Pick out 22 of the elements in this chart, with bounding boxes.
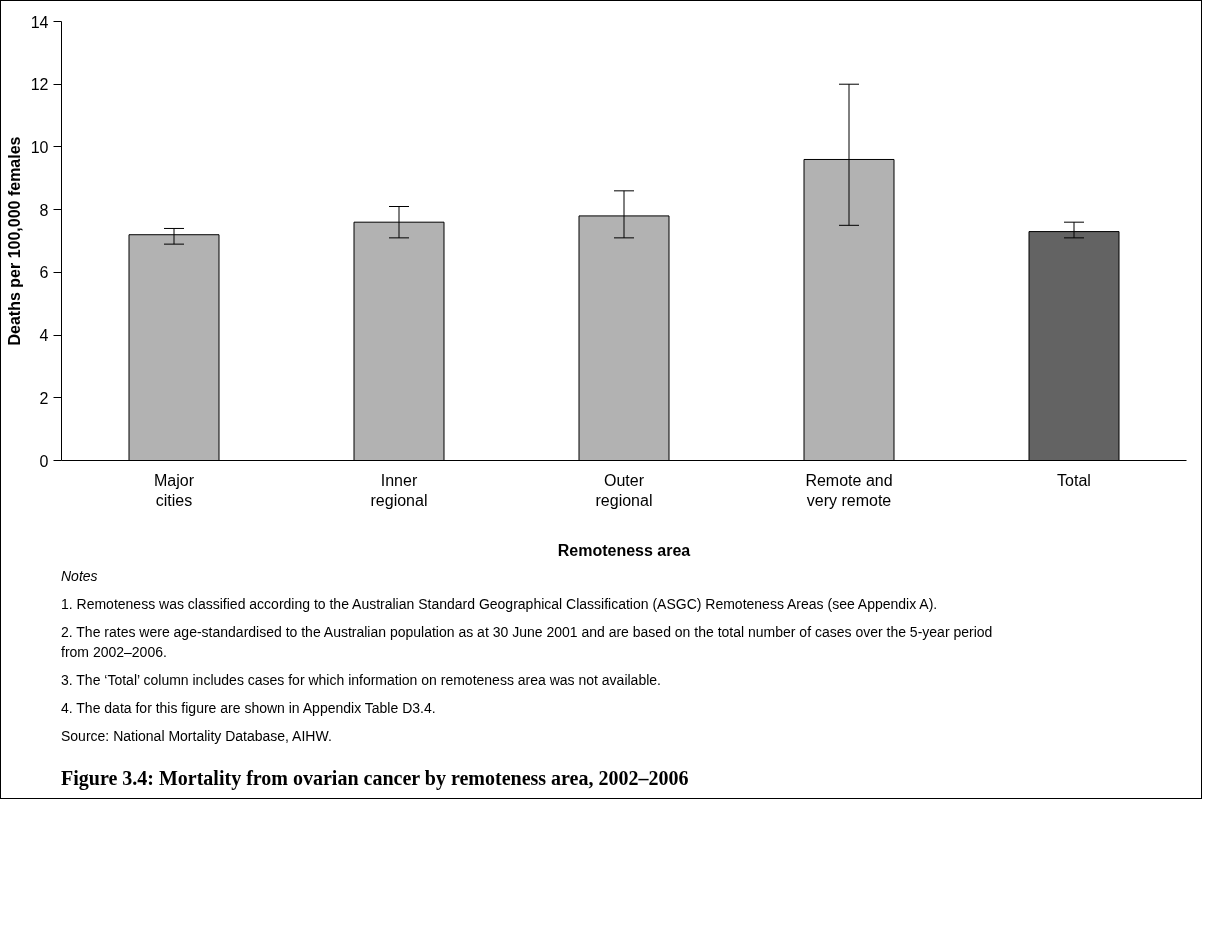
y-tick-label: 12 <box>30 76 49 94</box>
text: 4. The data for this figure are shown in Appendix Table D3.4. <box>61 699 437 718</box>
y-tick-label: 0 <box>39 452 49 470</box>
x-tick-label: Inner regional <box>370 471 428 509</box>
x-tick-label: Total <box>1057 471 1091 489</box>
text: Figure 3.4: Mortality from ovarian cancer by remoteness area, 2002–2006 <box>60 766 689 792</box>
x-tick-label: Remote and very remote <box>805 471 893 509</box>
y-axis-title: Deaths per 100,000 females <box>5 136 23 346</box>
source-note: Source: National Mortality Database, AIHW. <box>61 727 333 746</box>
y-tick-label: 14 <box>30 13 49 31</box>
x-tick-label: Major cities <box>154 471 195 509</box>
text: 2. The rates were age-standardised to the Australian population as at 30 June 2001 and are based on the total number of cases over the 5-year period from 2002–2006. <box>61 623 994 662</box>
y-tick-label: 8 <box>39 201 49 219</box>
x-tick-label: Outer regional <box>595 471 653 509</box>
text: 3. The ‘Total’ column includes cases for which information on remoteness area was not available. <box>61 671 662 690</box>
y-tick-label: 10 <box>30 138 49 156</box>
text: Notes <box>61 567 99 586</box>
y-tick-label: 2 <box>39 389 49 407</box>
x-axis-title: Remoteness area <box>557 541 691 559</box>
y-tick-label: 6 <box>39 264 49 282</box>
text: 1. Remoteness was classified according to the Australian Standard Geographical Classification (ASGC) Remoteness Areas (see Appendix A). <box>61 595 939 614</box>
y-tick-label: 4 <box>39 327 49 345</box>
